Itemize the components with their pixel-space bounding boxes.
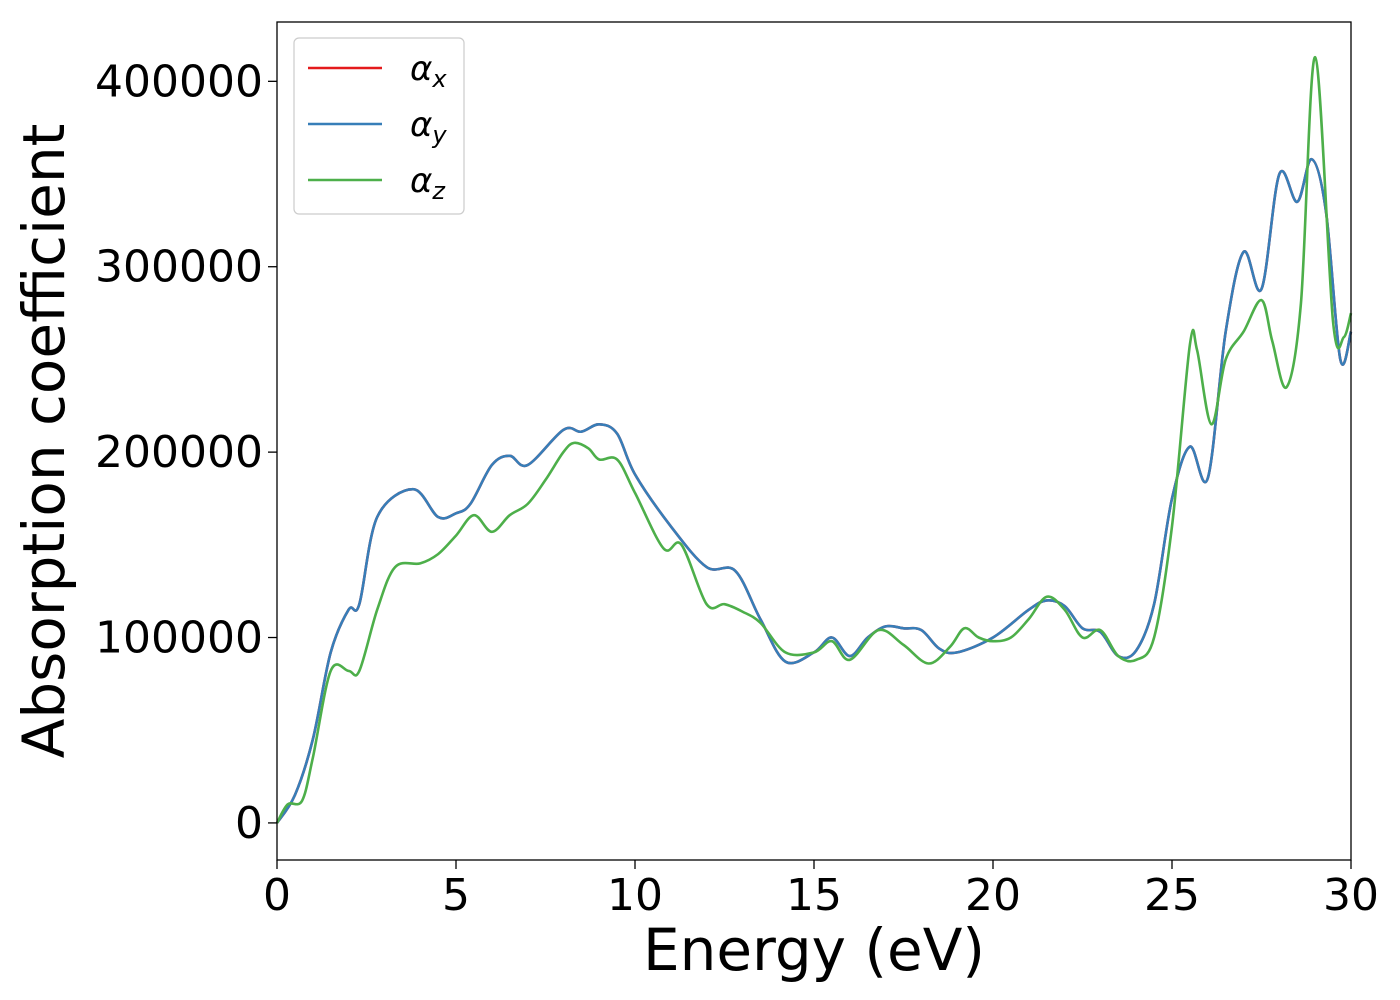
x-tick-label: 20: [965, 870, 1021, 921]
y-tick-label: 400000: [95, 56, 263, 107]
x-tick-label: 10: [607, 870, 663, 921]
y-axis: 0 100000 200000 300000 400000: [95, 56, 277, 849]
y-tick-label: 200000: [95, 427, 263, 478]
legend-label-alpha-y: αy: [410, 105, 447, 149]
series-line-alpha-z: [275, 55, 1353, 824]
x-tick-label: 5: [442, 870, 470, 921]
legend-label-alpha-z: αz: [410, 161, 446, 205]
y-tick-label: 0: [235, 798, 263, 849]
legend: αx αy αz: [293, 37, 465, 215]
series-layer: [275, 55, 1353, 824]
legend-label-alpha-x: αx: [410, 49, 447, 93]
x-axis: 0 5 10 15 20 25 30: [263, 860, 1379, 921]
x-tick-label: 15: [786, 870, 842, 921]
legend-box: [293, 37, 465, 215]
y-tick-label: 300000: [95, 242, 263, 293]
x-tick-label: 30: [1323, 870, 1379, 921]
y-tick-label: 100000: [95, 613, 263, 664]
y-axis-title: Absorption coefficient: [10, 124, 78, 759]
x-tick-label: 0: [263, 870, 291, 921]
x-tick-label: 25: [1144, 870, 1200, 921]
x-axis-title: Energy (eV): [643, 916, 985, 984]
